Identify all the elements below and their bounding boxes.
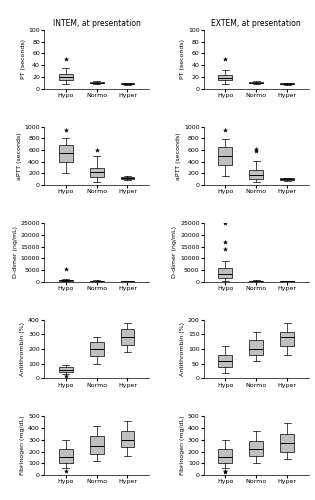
PathPatch shape xyxy=(121,430,135,447)
PathPatch shape xyxy=(249,82,263,84)
Y-axis label: D-dimer (ng/mL): D-dimer (ng/mL) xyxy=(13,226,18,278)
PathPatch shape xyxy=(218,147,232,164)
PathPatch shape xyxy=(90,280,104,281)
PathPatch shape xyxy=(121,177,135,180)
PathPatch shape xyxy=(121,328,135,344)
PathPatch shape xyxy=(90,82,104,84)
Y-axis label: Fibrinogen (mg/dL): Fibrinogen (mg/dL) xyxy=(20,416,26,476)
PathPatch shape xyxy=(249,280,263,281)
Y-axis label: Antithrombin (%): Antithrombin (%) xyxy=(20,322,26,376)
Y-axis label: aPTT (seconds): aPTT (seconds) xyxy=(17,132,22,180)
Y-axis label: D-dimer (ng/mL): D-dimer (ng/mL) xyxy=(172,226,177,278)
Y-axis label: aPTT (seconds): aPTT (seconds) xyxy=(176,132,181,180)
PathPatch shape xyxy=(59,368,73,372)
PathPatch shape xyxy=(218,74,232,80)
Y-axis label: Fibrinogen (mg/dL): Fibrinogen (mg/dL) xyxy=(180,416,185,476)
PathPatch shape xyxy=(249,340,263,355)
PathPatch shape xyxy=(218,355,232,366)
PathPatch shape xyxy=(59,146,73,162)
PathPatch shape xyxy=(280,178,294,180)
PathPatch shape xyxy=(59,280,73,281)
Title: INTEM, at presentation: INTEM, at presentation xyxy=(53,19,140,28)
PathPatch shape xyxy=(90,168,104,177)
PathPatch shape xyxy=(249,170,263,179)
PathPatch shape xyxy=(90,436,104,454)
PathPatch shape xyxy=(59,449,73,464)
PathPatch shape xyxy=(90,342,104,356)
Y-axis label: PT (seconds): PT (seconds) xyxy=(20,40,26,80)
PathPatch shape xyxy=(280,434,294,452)
PathPatch shape xyxy=(280,332,294,346)
PathPatch shape xyxy=(218,449,232,464)
PathPatch shape xyxy=(59,74,73,80)
PathPatch shape xyxy=(249,441,263,456)
Y-axis label: PT (seconds): PT (seconds) xyxy=(180,40,185,80)
Y-axis label: Antithrombin (%): Antithrombin (%) xyxy=(180,322,185,376)
PathPatch shape xyxy=(218,268,232,278)
Title: EXTEM, at presentation: EXTEM, at presentation xyxy=(211,19,301,28)
